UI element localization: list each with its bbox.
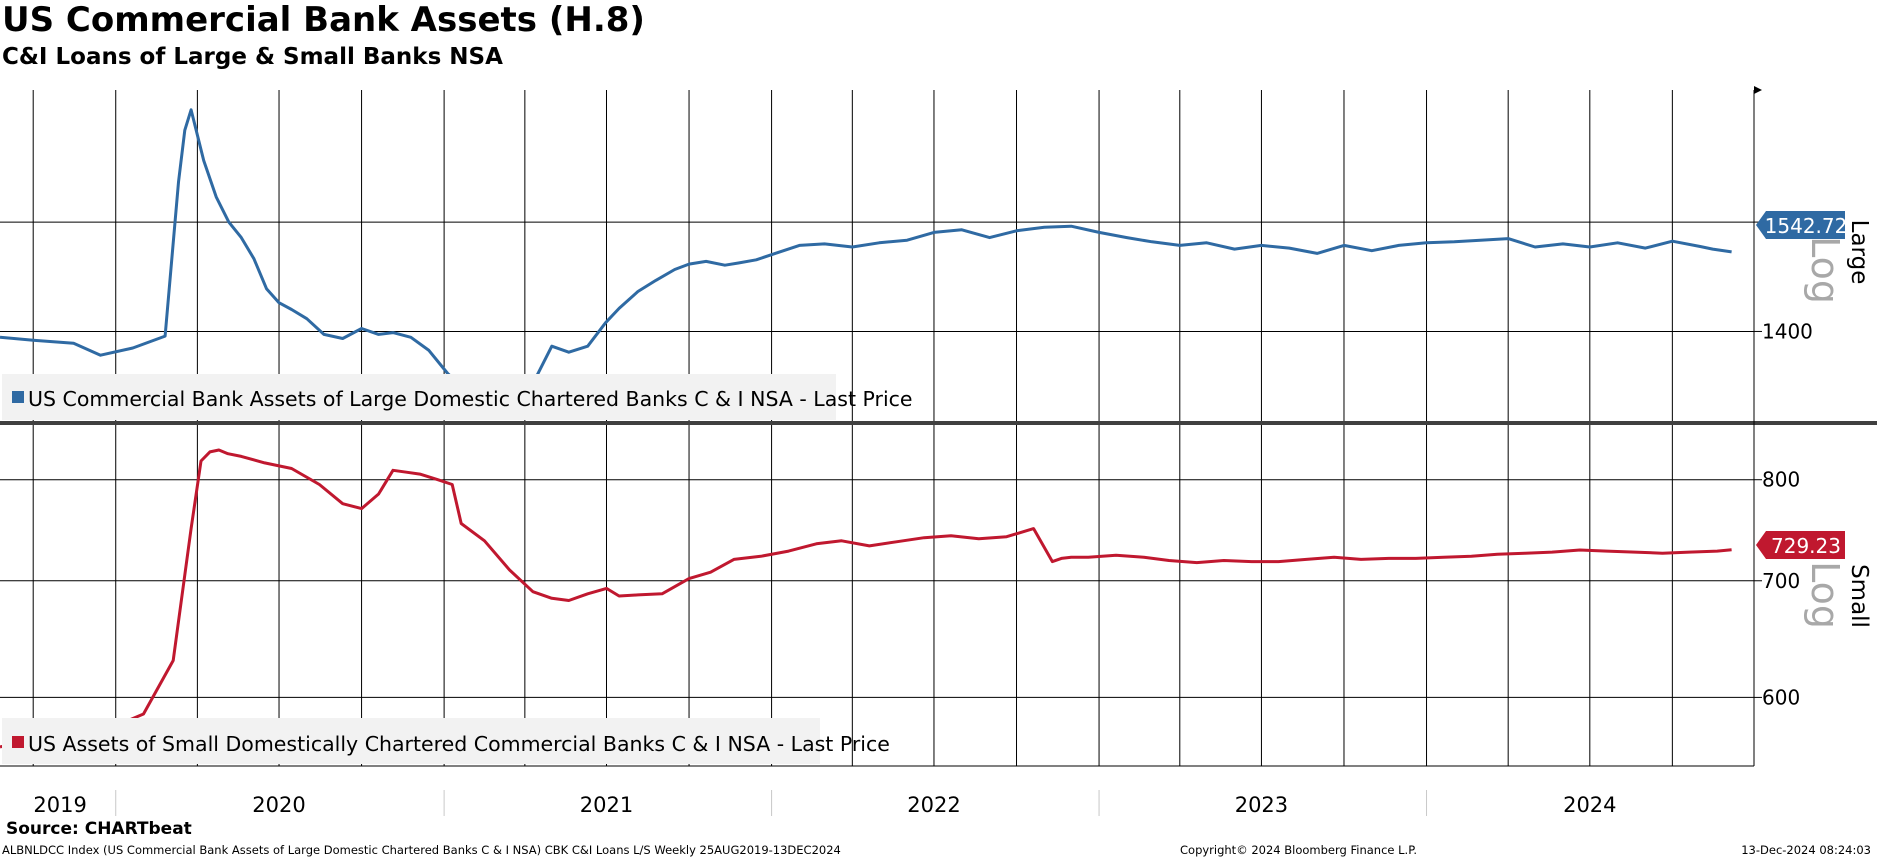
x-year-label: 2022 xyxy=(907,793,960,817)
timestamp: 13-Dec-2024 08:24:03 xyxy=(1741,843,1871,857)
source-label: Source: CHARTbeat xyxy=(6,819,192,839)
axis-title-large: Large xyxy=(1846,220,1872,285)
x-year-label: 2021 xyxy=(580,793,633,817)
x-year-label: 2023 xyxy=(1235,793,1288,817)
y-tick-label: 800 xyxy=(1762,468,1800,492)
legend-box-small xyxy=(2,718,820,764)
y-tick-label: 1400 xyxy=(1762,319,1813,343)
copyright: Copyright© 2024 Bloomberg Finance L.P. xyxy=(1180,843,1417,857)
x-year-label: 2020 xyxy=(252,793,305,817)
last-value-badge-small xyxy=(1756,531,1845,559)
chart-canvas: US Commercial Bank Assets of Large Domes… xyxy=(0,86,1877,817)
legend-swatch-small xyxy=(12,736,24,748)
legend-swatch-large xyxy=(12,391,24,403)
last-value-label-large: 1542.72 xyxy=(1765,214,1848,238)
axis-title-small: Small xyxy=(1846,564,1872,628)
last-value-badge-large xyxy=(1756,211,1845,239)
x-year-labels: 2019 2020 2021 2022 2023 2024 xyxy=(33,790,1617,817)
chart-title: US Commercial Bank Assets (H.8) xyxy=(2,0,645,40)
grid-lines xyxy=(0,90,1754,766)
x-year-label: 2019 xyxy=(33,793,86,817)
chart-subtitle: C&I Loans of Large & Small Banks NSA xyxy=(2,44,503,70)
legend-box-large xyxy=(2,374,836,420)
last-value-label-small: 729.23 xyxy=(1771,534,1841,558)
series-line-large xyxy=(0,108,1732,406)
index-info: ALBNLDCC Index (US Commercial Bank Asset… xyxy=(2,843,841,857)
legend-label-small: US Assets of Small Domestically Chartere… xyxy=(28,732,890,756)
x-year-label: 2024 xyxy=(1563,793,1616,817)
scale-label-small: Log xyxy=(1803,561,1847,629)
y-tick-label: 700 xyxy=(1762,569,1800,593)
axis-arrow-icon xyxy=(1754,86,1762,94)
legend-label-large: US Commercial Bank Assets of Large Domes… xyxy=(28,387,913,411)
series-line-small xyxy=(0,448,1732,749)
scale-label-large: Log xyxy=(1803,236,1847,304)
y-tick-label: 600 xyxy=(1762,685,1800,709)
panel-separator xyxy=(0,421,1877,425)
